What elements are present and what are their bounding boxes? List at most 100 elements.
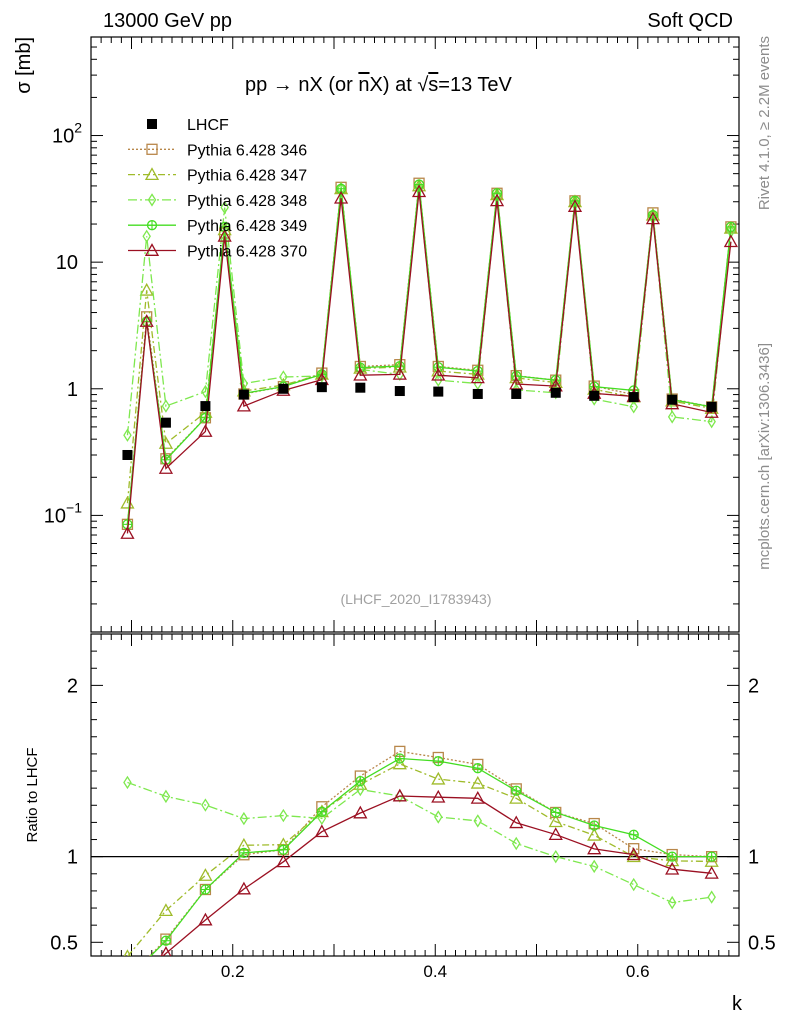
main-panel [90,36,740,956]
data-point [392,367,407,380]
lhcf-point [589,390,600,401]
data-point [220,200,229,215]
lhcf-point [472,388,483,399]
legend-swatch [147,119,157,129]
data-point [316,806,328,817]
sqrt-sign: √ [417,74,428,96]
ratio-line [161,795,712,956]
lhcf-point [550,387,561,398]
data-point [567,199,583,212]
y-axis-label-ratio: Ratio to LHCF [24,747,41,842]
data-point [509,790,524,804]
x-tick-label: 0.6 [626,962,650,981]
lhcf-point [200,401,211,412]
lhcf-point [160,417,171,428]
data-point [473,814,483,828]
data-point [723,234,739,248]
data-point [236,881,251,895]
header-left: 13000 GeV pp [103,10,232,32]
legend-label: LHCF [187,117,229,134]
data-point [392,756,407,770]
data-point [472,763,483,774]
x-axis-label: k [732,993,743,1015]
data-point [123,775,132,790]
ratio-tick-label-right: 2 [748,675,759,697]
data-point [509,376,524,390]
y-tick-label: 10−1 [44,499,82,527]
lhcf-point [355,382,366,393]
data-point [470,790,485,804]
legend-label: Pythia 6.428 347 [187,168,307,185]
data-point [394,753,405,764]
lhcf-point [706,401,717,412]
data-point [200,412,211,423]
side-text-top: Rivet 4.1.0, ≥ 2.2M events [756,36,773,210]
data-point [146,220,158,231]
main-plot-area [120,177,739,539]
legend-item: Pythia 6.428 370 [128,243,307,261]
data-point [314,824,329,838]
ratio-line [127,763,712,956]
data-point [160,935,172,946]
legend-item: Pythia 6.428 348 [128,193,307,210]
data-point [431,771,446,785]
data-point [704,865,719,879]
legend-label: Pythia 6.428 349 [187,218,307,235]
data-point [123,975,132,984]
legend-item: Pythia 6.428 347 [128,167,307,185]
data-point [353,367,368,381]
data-point [333,190,349,204]
data-point [509,815,524,829]
analysis-id: (LHCF_2020_I1783943) [341,591,492,607]
data-point [667,410,677,424]
data-point [144,167,160,181]
series-line [126,191,732,534]
data-point [278,844,289,855]
data-point [629,877,638,892]
data-point [121,981,133,992]
ratio-line [127,781,712,904]
ratio-line [148,750,712,956]
lhcf-point [511,388,522,399]
data-point [353,805,368,819]
header-right: Soft QCD [647,10,733,32]
data-point [628,829,639,840]
data-point [161,399,171,413]
chart-title-mid: X) at [370,74,418,96]
data-point [411,184,427,198]
series-line [126,184,732,525]
data-point [589,859,599,874]
data-point [434,373,443,387]
ratio-tick-label: 2 [67,675,78,697]
data-point [201,798,210,812]
ratio-panel [90,633,740,992]
data-point [120,526,135,539]
lhcf-point [628,392,639,403]
data-point [511,785,522,796]
data-point [470,370,485,384]
data-point [704,405,719,418]
side-text-bottom: mcplots.cern.ch [arXiv:1306.3436] [756,343,773,570]
legend-item: Pythia 6.428 349 [128,218,307,235]
chart-title: pp → nX (or nX) at √s=13 TeV [245,74,513,96]
legend-item: LHCF [147,117,229,134]
lhcf-point [316,382,327,393]
lhcf-point [667,394,678,405]
data-point [629,400,638,414]
data-point [667,851,678,862]
chart-title-suffix: =13 TeV [438,74,512,96]
data-point [392,788,407,802]
data-point [589,820,600,831]
data-point [434,810,443,824]
data-point [706,851,717,862]
y-axis-label-main: σ [mb] [13,37,35,94]
legend-label: Pythia 6.428 348 [187,193,307,210]
data-point [139,314,154,327]
data-point [200,884,211,895]
legend-item: Pythia 6.428 346 [128,142,307,159]
ratio-frame [90,633,740,957]
data-point [667,895,677,910]
data-point [122,974,132,984]
data-point [548,814,563,828]
lhcf-point [122,449,133,460]
